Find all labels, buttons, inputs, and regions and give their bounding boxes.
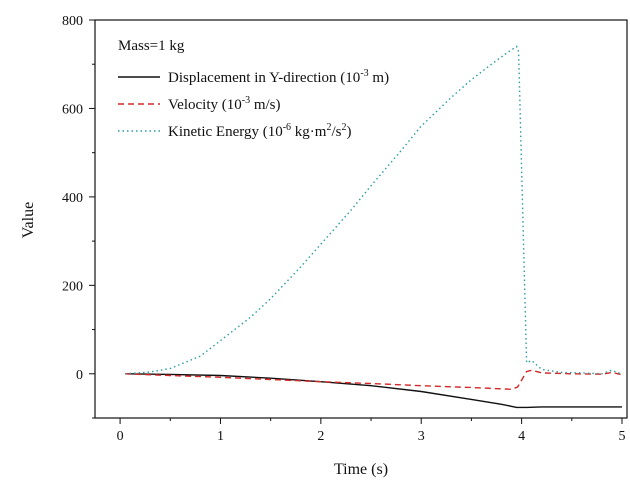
x-tick-label: 3 xyxy=(418,429,425,444)
legend-label-displacement: Displacement in Y-direction (10-3 m) xyxy=(168,68,389,86)
y-axis-label: Value xyxy=(20,202,37,238)
x-tick-label: 1 xyxy=(217,429,224,444)
legend-label-kinetic-energy: Kinetic Energy (10-6 kg·m2/s2) xyxy=(168,122,351,140)
y-tick-label: 0 xyxy=(76,368,83,383)
legend-label-velocity: Velocity (10-3 m/s) xyxy=(168,95,281,113)
x-tick-label: 5 xyxy=(618,429,625,444)
series-line-2 xyxy=(125,45,623,375)
y-tick-label: 800 xyxy=(62,14,83,29)
y-tick-label: 400 xyxy=(62,191,83,206)
legend-note: Mass=1 kg xyxy=(118,38,185,54)
plot-area xyxy=(125,45,623,409)
y-tick-label: 600 xyxy=(62,102,83,117)
series-line-0 xyxy=(125,373,622,409)
x-tick-label: 0 xyxy=(117,429,124,444)
x-axis-label: Time (s) xyxy=(334,461,388,478)
x-tick-label: 4 xyxy=(518,429,525,444)
plot-frame xyxy=(94,19,628,419)
legend: Mass=1 kg Displacement in Y-direction (1… xyxy=(118,38,389,140)
x-tick-label: 2 xyxy=(317,429,324,444)
y-tick-label: 200 xyxy=(62,279,83,294)
